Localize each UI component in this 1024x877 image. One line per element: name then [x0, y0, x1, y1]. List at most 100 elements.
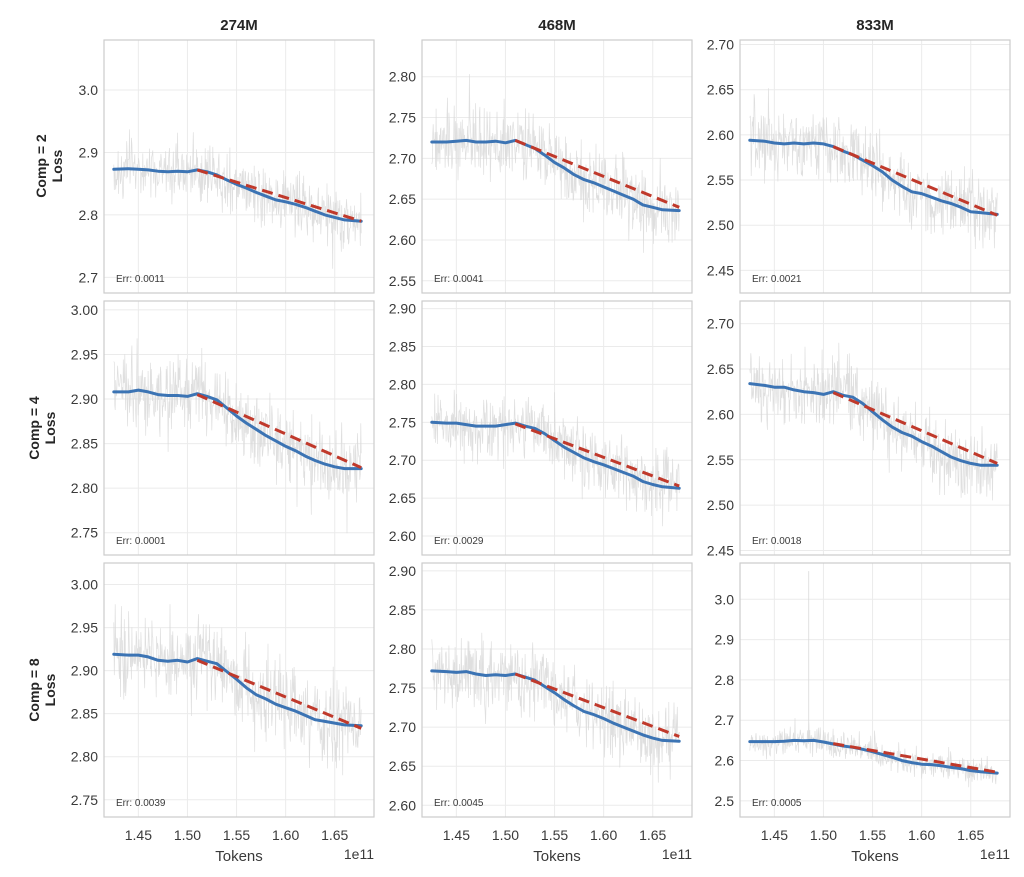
subplot-r0-c2: 2.45 2.50 2.55 2.60 2.65 2.70 Err: 0.0021 [707, 37, 1011, 294]
x-tick-label: 1.45 [125, 827, 152, 843]
raw-loss-line [113, 604, 362, 776]
y-tick-label: 2.95 [71, 620, 98, 636]
x-offset-label-col-2: 1e11 [980, 846, 1010, 862]
fit-trend-line [514, 672, 680, 738]
plot-background [740, 563, 1010, 817]
x-tick-label: 1.50 [492, 827, 519, 843]
plot-area [748, 88, 999, 250]
plot-area [112, 338, 363, 534]
y-tick-label: 2.70 [707, 316, 734, 332]
y-tick-label: 2.85 [389, 338, 416, 354]
y-tick-label: 2.85 [71, 706, 98, 722]
y-tick-label: 2.7 [79, 269, 99, 285]
y-tick-label: 2.65 [707, 361, 734, 377]
x-tick-label: 1.45 [761, 827, 788, 843]
y-tick-label: 3.00 [71, 577, 98, 593]
x-tick-label: 1.60 [908, 827, 935, 843]
y-tick-label: 2.80 [389, 641, 416, 657]
y-tick-label: 2.75 [389, 414, 416, 430]
y-tick-label: 2.8 [79, 207, 99, 223]
smoothed-loss-line [112, 167, 363, 223]
smoothed-loss-line [112, 388, 363, 471]
x-tick-label: 1.60 [272, 827, 299, 843]
error-annotation: Err: 0.0005 [752, 798, 802, 809]
y-tick-label: 2.75 [389, 110, 416, 126]
smoothed-loss-line [748, 138, 999, 216]
x-tick-label: 1.45 [443, 827, 470, 843]
row-label-comp-4-line1: Comp = 4 [26, 396, 42, 460]
subplot-r2-c2: 2.5 2.6 2.7 2.8 2.9 3.0 Err: 0.0005 1.45 1.50 1.5… [715, 562, 1011, 843]
y-tick-label: 2.80 [71, 749, 98, 765]
subplot-r1-c1: 2.60 2.65 2.70 2.75 2.80 2.85 2.90 Err: 0.0029 [389, 300, 693, 556]
y-tick-label: 2.70 [389, 452, 416, 468]
plot-area [430, 74, 681, 253]
x-tick-label: 1.65 [639, 827, 666, 843]
y-tick-label: 2.60 [389, 797, 416, 813]
y-tick-label: 2.7 [715, 712, 735, 728]
fit-trend-line [196, 393, 362, 470]
plot-area [748, 571, 999, 788]
y-tick-label: 2.65 [389, 490, 416, 506]
raw-loss-line [431, 632, 680, 783]
fit-trend-line [196, 168, 362, 223]
y-tick-label: 3.0 [79, 82, 99, 98]
column-title-833m: 833M [856, 17, 894, 34]
y-tick-label: 2.45 [707, 262, 734, 278]
subplot-frame [103, 300, 375, 556]
fit-trend-line [514, 138, 680, 209]
y-tick-label: 2.80 [71, 480, 98, 496]
x-axis-label-col-1: Tokens [533, 848, 581, 865]
row-label-comp-8-line1: Comp = 8 [26, 658, 42, 722]
y-tick-label: 2.65 [389, 191, 416, 207]
y-tick-label: 2.75 [71, 525, 98, 541]
subplot-r2-c1: 2.60 2.65 2.70 2.75 2.80 2.85 2.90 Err: 0.0045 1… [389, 562, 693, 843]
row-label-comp-4-line2: Loss [42, 411, 58, 444]
y-tick-label: 2.70 [389, 150, 416, 166]
smoothed-loss-line [430, 420, 681, 490]
y-tick-label: 2.80 [389, 376, 416, 392]
smoothed-loss-line [112, 652, 363, 728]
error-annotation: Err: 0.0045 [434, 798, 484, 809]
subplot-r1-c0: 2.75 2.80 2.85 2.90 2.95 3.00 Err: 0.0001 [71, 300, 375, 556]
y-tick-label: 2.90 [71, 391, 98, 407]
y-tick-label: 2.55 [707, 172, 734, 188]
x-tick-label: 1.50 [810, 827, 837, 843]
y-tick-label: 2.55 [389, 273, 416, 289]
y-tick-label: 2.5 [715, 793, 735, 809]
y-tick-label: 2.65 [707, 82, 734, 98]
error-annotation: Err: 0.0039 [116, 798, 166, 809]
error-annotation: Err: 0.0001 [116, 536, 166, 547]
y-tick-label: 2.90 [71, 663, 98, 679]
y-tick-label: 2.70 [707, 37, 734, 53]
y-tick-label: 2.50 [707, 497, 734, 513]
y-tick-label: 2.6 [715, 753, 735, 769]
raw-loss-line [113, 129, 362, 269]
subplot-frame [739, 300, 1011, 556]
plot-area [430, 632, 681, 783]
subplot-r0-c0: 2.7 2.8 2.9 3.0 Err: 0.0011 [79, 39, 375, 294]
subplot-r0-c1: 2.55 2.60 2.65 2.70 2.75 2.80 Err: 0.0041 [389, 39, 693, 294]
y-tick-label: 3.0 [715, 591, 735, 607]
x-tick-label: 1.55 [859, 827, 886, 843]
subplot-frame [103, 562, 375, 818]
y-tick-label: 2.45 [707, 542, 734, 558]
smoothed-loss-line [430, 669, 681, 743]
x-axis-label-col-0: Tokens [215, 848, 263, 865]
error-annotation: Err: 0.0029 [434, 536, 484, 547]
y-tick-label: 2.65 [389, 758, 416, 774]
y-tick-label: 2.60 [707, 127, 734, 143]
error-annotation: Err: 0.0011 [116, 274, 165, 285]
y-tick-label: 2.60 [389, 528, 416, 544]
y-tick-label: 2.75 [71, 792, 98, 808]
y-tick-label: 2.90 [389, 301, 416, 317]
y-tick-label: 2.60 [389, 232, 416, 248]
row-label-comp-2-line1: Comp = 2 [33, 134, 49, 198]
y-tick-label: 2.70 [389, 719, 416, 735]
fit-trend-line [833, 742, 998, 774]
y-tick-label: 2.9 [715, 632, 735, 648]
raw-loss-line [749, 88, 998, 250]
plot-area [748, 342, 999, 501]
error-annotation: Err: 0.0021 [752, 274, 802, 285]
x-tick-label: 1.55 [223, 827, 250, 843]
